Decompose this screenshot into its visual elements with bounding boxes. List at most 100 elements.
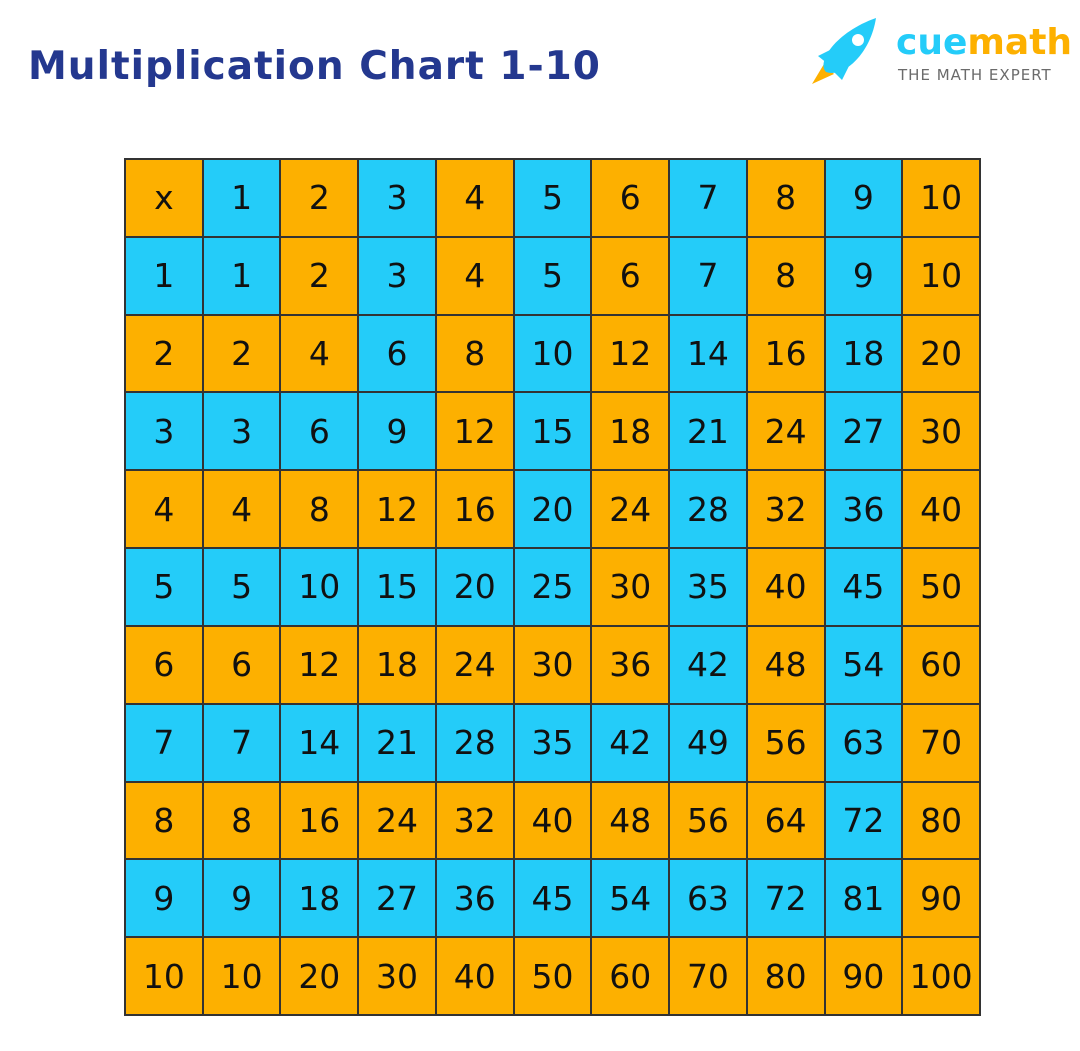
product-cell: 10 [202,937,281,1015]
product-cell: 80 [902,781,980,860]
product-cell: 21 [358,703,436,782]
header-cell: 2 [280,159,359,237]
product-cell: 35 [513,703,592,782]
header-cell: 1 [202,159,281,237]
header-cell: 4 [435,159,514,237]
header-cell: 10 [902,159,980,237]
product-cell: 90 [824,937,903,1015]
product-cell: 18 [280,859,359,938]
product-cell: 27 [824,392,903,471]
product-cell: 56 [669,781,747,860]
product-cell: 18 [591,392,670,471]
header-cell: 5 [513,159,592,237]
product-cell: 70 [669,937,747,1015]
product-cell: 30 [358,937,436,1015]
product-cell: 16 [746,314,825,393]
rocket-icon [812,18,876,84]
product-cell: 60 [591,937,670,1015]
product-cell: 8 [435,314,514,393]
product-cell: 24 [591,470,670,549]
product-cell: 45 [513,859,592,938]
product-cell: 21 [669,392,747,471]
product-cell: 48 [591,781,670,860]
brand-math: math [967,22,1073,63]
product-cell: 50 [902,548,980,626]
header-cell: 3 [358,159,436,237]
product-cell: 8 [746,236,825,315]
product-cell: 70 [902,703,980,782]
row-header-cell: 10 [125,937,203,1015]
product-cell: 72 [824,781,903,860]
product-cell: 30 [591,548,670,626]
brand-cue: cue [896,22,968,63]
product-cell: 72 [746,859,825,938]
product-cell: 100 [902,937,980,1015]
product-cell: 12 [358,470,436,549]
product-cell: 14 [669,314,747,393]
product-cell: 63 [824,703,903,782]
product-cell: 9 [202,859,281,938]
product-cell: 35 [669,548,747,626]
product-cell: 15 [513,392,592,471]
product-cell: 7 [669,236,747,315]
product-cell: 54 [824,625,903,704]
product-cell: 4 [435,236,514,315]
header-cell: 8 [746,159,825,237]
product-cell: 15 [358,548,436,626]
product-cell: 10 [902,236,980,315]
product-cell: 5 [513,236,592,315]
product-cell: 20 [280,937,359,1015]
row-header-cell: 6 [125,625,203,704]
product-cell: 12 [591,314,670,393]
product-cell: 54 [591,859,670,938]
product-cell: 10 [513,314,592,393]
product-cell: 12 [435,392,514,471]
header-cell: 7 [669,159,747,237]
product-cell: 27 [358,859,436,938]
row-header-cell: 3 [125,392,203,471]
product-cell: 9 [824,236,903,315]
product-cell: 2 [202,314,281,393]
cuemath-logo: cuemath THE MATH EXPERT [806,12,1076,92]
row-header-cell: 4 [125,470,203,549]
product-cell: 20 [513,470,592,549]
product-cell: 80 [746,937,825,1015]
product-cell: 24 [746,392,825,471]
product-cell: 20 [902,314,980,393]
row-header-cell: 7 [125,703,203,782]
product-cell: 12 [280,625,359,704]
product-cell: 81 [824,859,903,938]
product-cell: 25 [513,548,592,626]
product-cell: 3 [358,236,436,315]
header-cell: 6 [591,159,670,237]
product-cell: 6 [280,392,359,471]
product-cell: 90 [902,859,980,938]
product-cell: 7 [202,703,281,782]
product-cell: 20 [435,548,514,626]
product-cell: 1 [202,236,281,315]
product-cell: 64 [746,781,825,860]
header-cell: 9 [824,159,903,237]
product-cell: 28 [669,470,747,549]
product-cell: 40 [513,781,592,860]
product-cell: 36 [591,625,670,704]
page-title: Multiplication Chart 1-10 [28,44,601,89]
product-cell: 6 [591,236,670,315]
product-cell: 8 [202,781,281,860]
product-cell: 32 [746,470,825,549]
product-cell: 40 [746,548,825,626]
multiplication-table: x 1 2 3 4 5 6 7 8 9 10 1 1 2 3 4 5 6 7 8 9 10 2 2 4 6 8 10 12 14 16 18 2… [124,158,981,1016]
product-cell: 6 [202,625,281,704]
row-header-cell: 1 [125,236,203,315]
product-cell: 30 [902,392,980,471]
product-cell: 4 [202,470,281,549]
product-cell: 48 [746,625,825,704]
corner-cell: x [125,159,203,237]
product-cell: 6 [358,314,436,393]
product-cell: 24 [435,625,514,704]
product-cell: 9 [358,392,436,471]
brand-tagline: THE MATH EXPERT [898,66,1052,84]
brand-name: cuemath [896,22,1072,63]
product-cell: 18 [824,314,903,393]
product-cell: 40 [435,937,514,1015]
